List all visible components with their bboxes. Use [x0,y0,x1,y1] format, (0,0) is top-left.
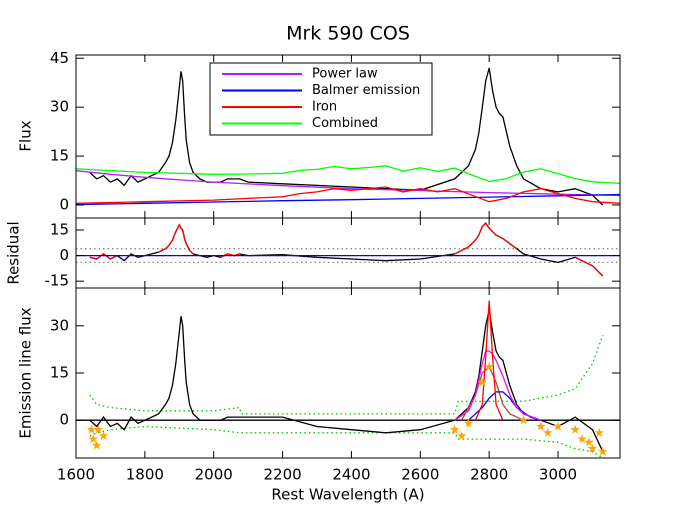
x-tick-label: 2000 [195,466,233,484]
star-point [587,443,598,453]
series-line [89,222,604,277]
y-tick-label: 0 [59,195,69,213]
x-tick-label: 2200 [263,466,301,484]
x-tick-label: 2800 [470,466,508,484]
x-tick-label: 1800 [126,466,164,484]
series-line [89,222,604,277]
y-tick-label: 0 [59,246,69,264]
star-point [86,424,97,434]
series-line [468,391,541,421]
y-tick-label: 15 [50,364,69,382]
series-line [76,186,620,204]
star-point [88,434,98,444]
y-tick-label: 15 [50,147,69,165]
star-point [477,377,487,387]
plot-area [76,222,620,277]
x-tick-label: 2400 [332,466,370,484]
y-tick-label: 0 [59,411,69,429]
star-point [584,437,594,447]
y-tick-label: -15 [45,272,70,290]
x-tick-label: 1600 [57,466,95,484]
y-tick-label: 30 [50,316,69,334]
series-line [461,365,524,421]
star-point [570,424,580,434]
y-tick-label: 45 [50,49,69,67]
star-point [518,415,529,425]
y-axis-label: Emission line flux [17,307,35,438]
series-line [89,309,604,452]
series-line [89,67,604,206]
star-point [91,440,102,450]
star-point [594,427,605,437]
axes-frame [75,287,621,459]
star-point [456,431,467,440]
star-point [542,427,553,437]
y-axis-label: Residual [5,221,23,284]
star-point [93,424,104,434]
y-tick-label: 30 [50,98,69,116]
chart-title: Mrk 590 COS [286,23,410,45]
series-line [76,193,620,206]
star-point [553,421,563,431]
legend-label: Power law [312,67,378,82]
plot-area [76,67,620,206]
x-axis-label: Rest Wavelength (A) [271,486,424,504]
y-axis-label: Flux [17,120,35,151]
y-tick-label: 15 [50,220,69,238]
star-point [598,446,608,456]
series-line [89,334,604,415]
series-line [474,300,504,421]
series-line [89,425,604,458]
star-point [536,421,546,431]
legend-label: Balmer emission [312,83,420,98]
star-point [463,418,474,428]
series-line [76,170,620,197]
star-point [450,424,460,434]
series-line [76,165,620,185]
legend-label: Combined [312,116,378,131]
x-tick-label: 2600 [401,466,439,484]
x-tick-label: 3000 [539,466,577,484]
star-point [577,434,587,444]
plot-area [76,300,620,458]
legend-label: Iron [312,100,337,115]
star-point [484,361,494,371]
star-point [98,431,109,440]
